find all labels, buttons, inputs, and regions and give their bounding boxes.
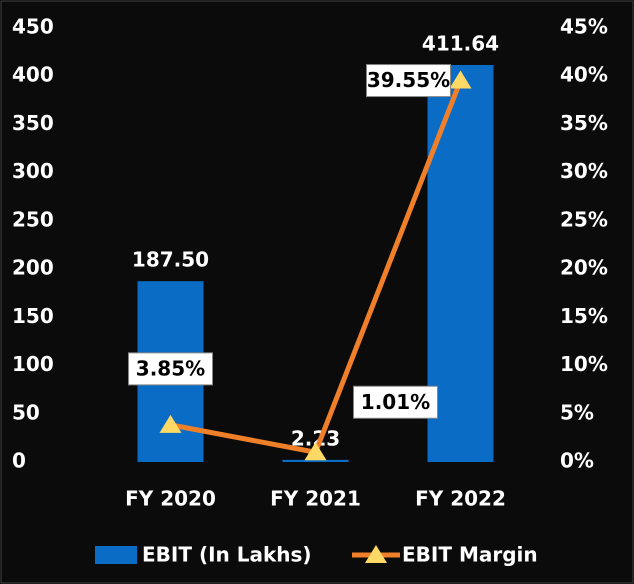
y2-tick-label: 40% <box>560 63 608 87</box>
legend-label: EBIT Margin <box>402 543 538 567</box>
x-tick-label: FY 2021 <box>270 487 361 511</box>
y2-tick-label: 0% <box>560 449 594 473</box>
callout-box <box>128 352 213 386</box>
y-tick-label: 300 <box>12 159 54 183</box>
y2-tick-label: 20% <box>560 256 608 280</box>
y2-tick-label: 15% <box>560 304 608 328</box>
y-tick-label: 150 <box>12 304 54 328</box>
y2-tick-label: 45% <box>560 15 608 39</box>
callout-box <box>353 385 438 419</box>
x-tick-label: FY 2020 <box>125 487 216 511</box>
margin-value-label: 1.01% <box>361 390 430 414</box>
y2-tick-label: 5% <box>560 400 594 424</box>
legend-label: EBIT (In Lakhs) <box>142 543 312 567</box>
margin-marker <box>304 442 327 461</box>
y2-tick-label: 35% <box>560 111 608 135</box>
margin-marker <box>449 70 472 89</box>
bar <box>282 459 349 462</box>
margin-marker <box>159 414 182 433</box>
bar-value-label: 411.64 <box>422 31 499 55</box>
y-tick-label: 250 <box>12 207 54 231</box>
y-tick-label: 350 <box>12 111 54 135</box>
y-tick-label: 400 <box>12 63 54 87</box>
y-tick-label: 0 <box>12 449 26 473</box>
margin-value-label: 39.55% <box>367 68 450 92</box>
y-tick-label: 200 <box>12 256 54 280</box>
y2-tick-label: 30% <box>560 159 608 183</box>
y-tick-label: 100 <box>12 352 54 376</box>
bar-value-label: 187.50 <box>132 248 209 272</box>
legend-swatch <box>95 546 137 564</box>
y-tick-label: 50 <box>12 400 40 424</box>
legend-marker <box>365 545 387 563</box>
y2-tick-label: 10% <box>560 352 608 376</box>
y2-tick-label: 25% <box>560 207 608 231</box>
margin-value-label: 3.85% <box>136 356 205 380</box>
callout-box <box>366 64 451 98</box>
y-tick-label: 450 <box>12 15 54 39</box>
x-tick-label: FY 2022 <box>415 487 506 511</box>
